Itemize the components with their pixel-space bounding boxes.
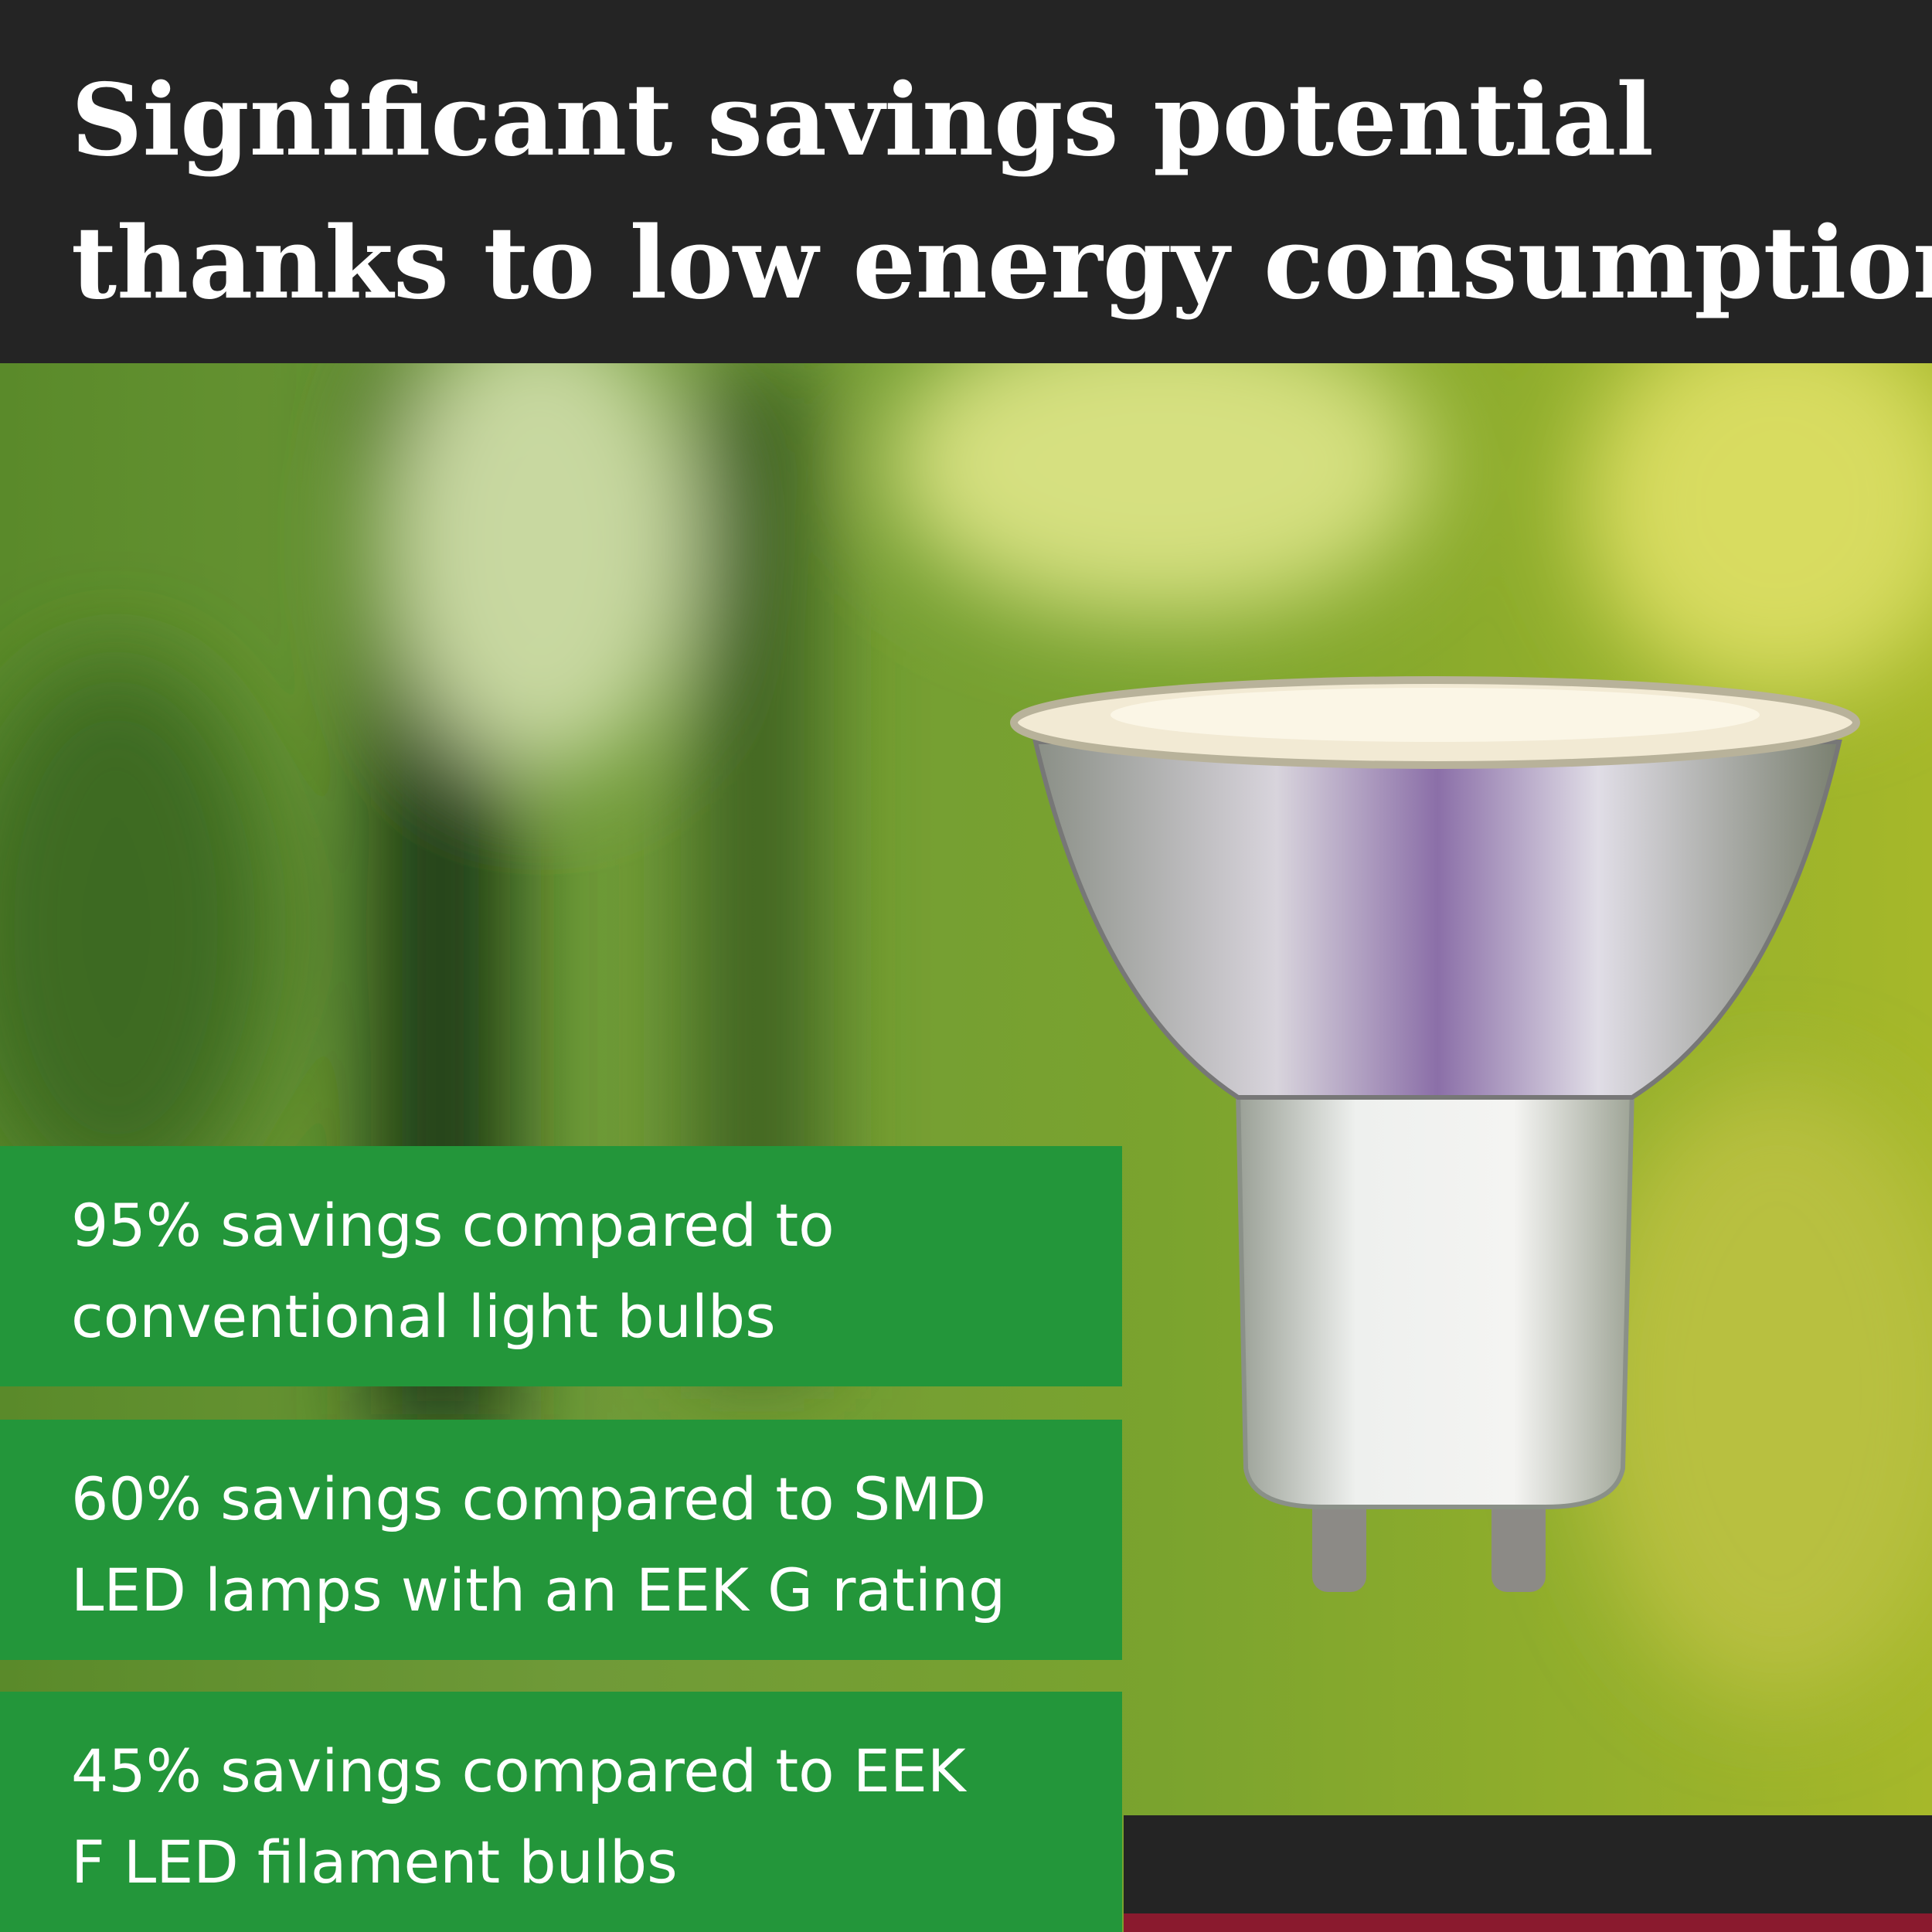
feature-text: 95% savings compared to	[71, 1191, 835, 1260]
header-bar	[0, 0, 1932, 363]
bottom-red-strip	[1124, 1913, 1932, 1932]
bulb	[1010, 676, 1860, 1592]
feature-text: 45% savings compared to EEK	[71, 1736, 968, 1805]
feature-text: LED lamps with an EEK G rating	[71, 1556, 1005, 1624]
bottom-dark-bar	[1124, 1815, 1932, 1932]
title-line: Significant savings potential	[71, 63, 1654, 179]
feature-box	[0, 1146, 1122, 1386]
feature-text: conventional light bulbs	[71, 1282, 776, 1351]
feature-box	[0, 1420, 1122, 1660]
feature-text: F LED filament bulbs	[71, 1828, 678, 1896]
title-line: thanks to low energy consumption	[71, 206, 1932, 321]
feature-box	[0, 1692, 1122, 1932]
feature-text: 60% savings compared to SMD	[71, 1464, 986, 1533]
background-blur	[0, 309, 1932, 1700]
